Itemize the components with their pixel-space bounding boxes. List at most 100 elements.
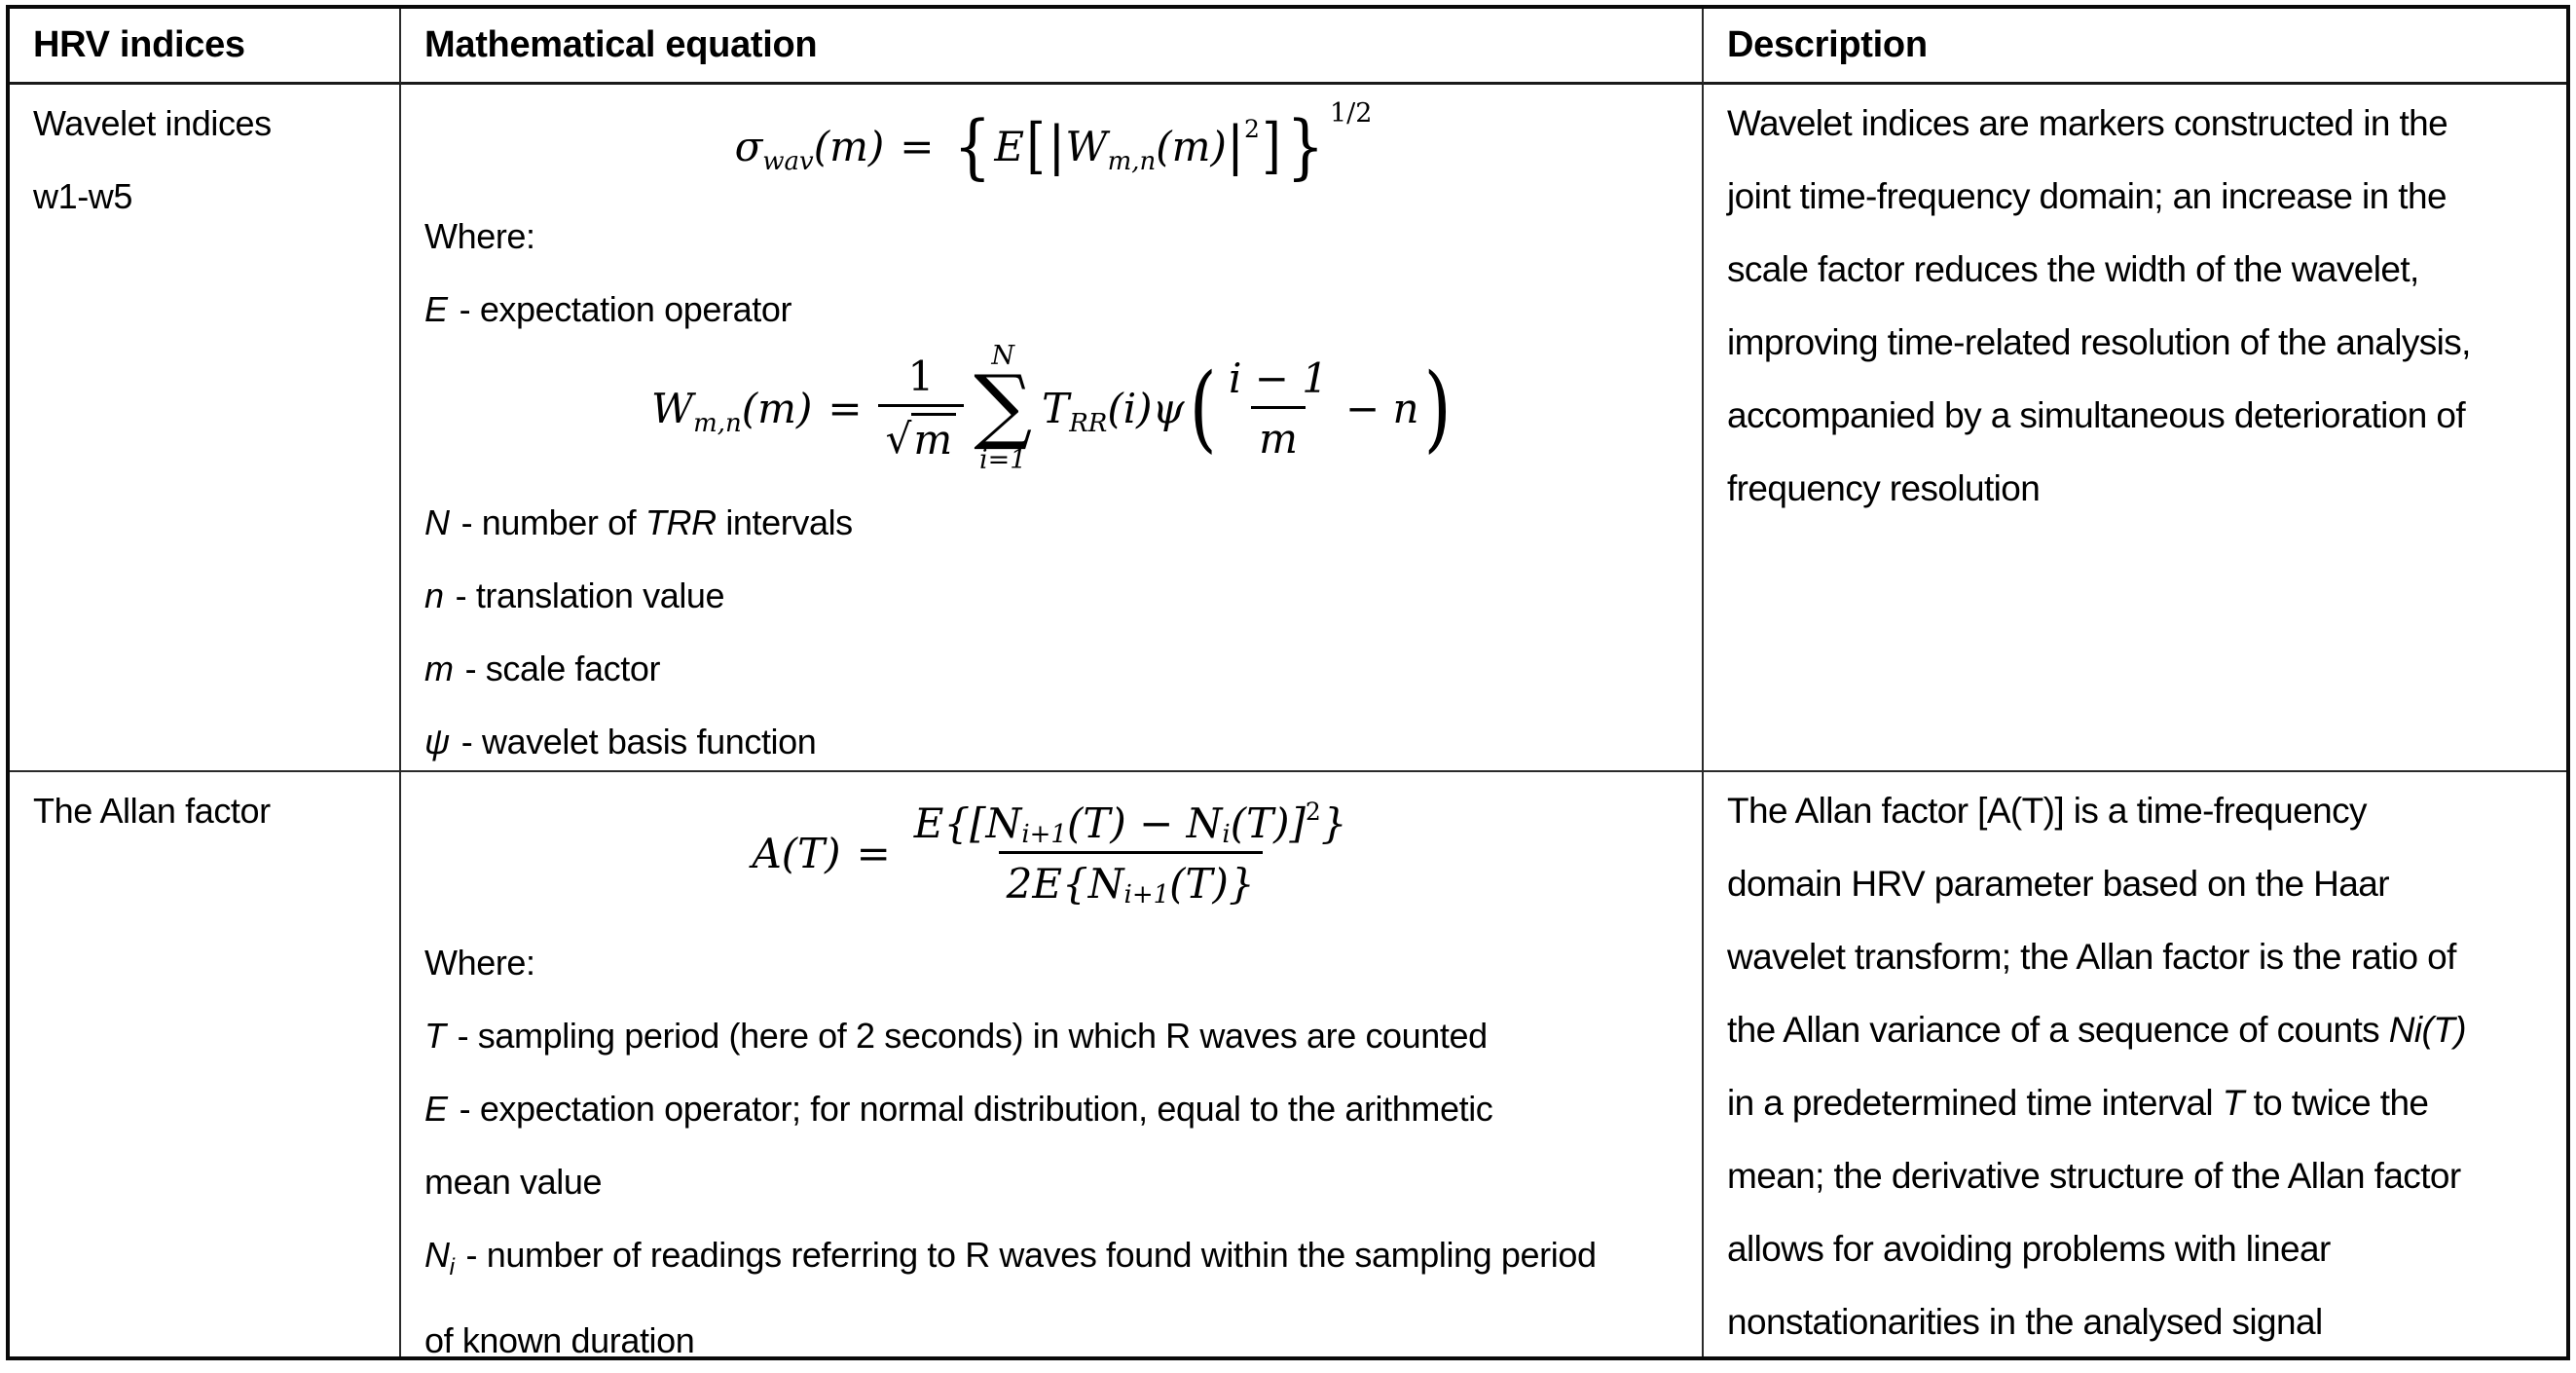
description-line: accompanied by a simultaneous deteriorat… [1727,395,2466,435]
fraction-i-minus-1-over-m: i − 1 m [1221,354,1336,463]
definition-symbol: ψ [424,722,450,761]
definition-text: - expectation operator [459,289,792,329]
description-line: the Allan variance of a sequence of coun… [1727,993,2547,1066]
math-subscript: m,n [693,409,742,438]
summation: N ∑ i=1 [974,343,1032,472]
description-line: allows for avoiding problems with linear [1727,1229,2331,1269]
math-fragment: (m) [741,384,813,432]
description-line: frequency resolution [1727,468,2041,508]
math-fragment: W [650,384,694,432]
where-text: Where: [424,943,535,983]
fraction-denominator: m [1251,405,1306,463]
fraction-denominator: 2E{N i+1 (T)} [998,850,1263,909]
math-fragment: σ [734,122,763,170]
math-fragment: (m) [1156,122,1227,170]
left-bracket: [ [1026,110,1046,181]
ni-t-symbol: Ni(T) [2388,1010,2467,1050]
left-paren: ( [1189,353,1217,463]
radicand: m [911,413,957,464]
math-subscript: i+1 [1123,880,1170,909]
definition-symbol: E [424,289,448,329]
radical-sign: √ [885,414,912,463]
math-fragment: E{[N [913,798,1022,847]
definition-text: - sampling period (here of 2 seconds) in… [457,1016,1489,1056]
math-fragment: (T)] [1230,798,1306,847]
definition-e-continuation: mean value [424,1162,603,1202]
definition-n-capital: N- number of TRR intervals [424,486,1682,559]
right-paren: ) [1423,353,1452,463]
right-bracket: ] [1262,110,1281,181]
summation-lower-limit: i=1 [978,444,1027,475]
where-label: Where: [424,200,1682,273]
definition-ni: Ni - number of readings referring to R wa… [424,1218,1682,1304]
where-label: Where: [424,926,1682,999]
math-fragment: (T) − N [1066,798,1223,847]
definition-text: - scale factor [464,649,661,688]
psi-symbol: ψ [1152,384,1185,432]
definition-text: - number of [460,502,637,542]
row2-index-cell: The Allan factor [10,772,401,1356]
definition-symbol-subscript: i [449,1254,455,1281]
trr-symbol: TRR [644,502,717,542]
summation-upper-limit: N [991,341,1014,372]
t-symbol: T [2222,1083,2245,1123]
math-fragment: (i) [1107,384,1153,432]
definition-symbol: T [424,1016,446,1056]
summation-sigma-symbol: ∑ [974,357,1033,454]
math-fragment: A(T) [752,829,841,877]
definition-symbol: m [424,649,454,688]
row1-index-line1: Wavelet indices [33,103,272,143]
header-mathematical-equation-label: Mathematical equation [424,24,818,65]
definition-text: - number of readings referring to R wave… [465,1235,1597,1275]
math-fragment: (m) [813,122,885,170]
math-subscript: i [1222,820,1231,849]
row2-description-cell: The Allan factor [A(T)] is a time-freque… [1704,772,2566,1356]
left-brace: { [952,105,991,187]
description-text: to twice the [2253,1083,2429,1123]
definition-symbol: N [424,502,450,542]
row1-index-line2: w1-w5 [33,176,133,216]
math-fragment: E [994,122,1024,170]
description-line: joint time-frequency domain; an increase… [1727,176,2447,216]
description-line: Wavelet indices are markers constructed … [1727,103,2448,143]
math-subscript: m,n [1107,147,1157,176]
fraction-numerator: 1 [907,353,935,400]
right-brace: } [1286,105,1325,187]
row1-index-cell: Wavelet indices w1-w5 [10,85,401,772]
math-superscript: 2 [1305,797,1321,826]
header-description-label: Description [1727,24,1928,65]
hrv-indices-table: HRV indices Mathematical equation Descri… [6,5,2570,1360]
header-mathematical-equation: Mathematical equation [401,9,1704,85]
definition-symbol: n [424,575,444,615]
math-subscript: i+1 [1021,820,1067,849]
definition-text: - expectation operator; for normal distr… [459,1089,1493,1129]
definition-text: intervals [725,502,853,542]
definition-t: T - sampling period (here of 2 seconds) i… [424,999,1682,1072]
description-text: the Allan variance of a sequence of coun… [1727,1010,2380,1050]
row2-index-line1: The Allan factor [33,791,271,831]
equals-sign: = [856,829,891,877]
definition-ni-continuation: of known duration [424,1320,695,1356]
definition-m: m - scale factor [424,632,1682,705]
header-description: Description [1704,9,2566,85]
description-line: improving time-related resolution of the… [1727,322,2471,362]
math-fragment: } [1320,798,1347,847]
description-line: wavelet transform; the Allan factor is t… [1727,937,2456,977]
definition-symbol: N [424,1235,450,1275]
description-line: in a predetermined time interval T to tw… [1727,1066,2547,1139]
math-subscript: wav [762,147,814,176]
equals-sign: = [828,384,863,432]
math-fragment: − n [1345,384,1419,432]
math-fragment: (T)} [1169,859,1255,908]
definition-e: E - expectation operator; for normal dist… [424,1072,1682,1145]
vertical-bar: | [1226,115,1245,176]
vertical-bar: | [1048,115,1066,176]
math-fragment: W [1065,122,1108,170]
math-subscript: RR [1069,409,1108,438]
header-hrv-indices-label: HRV indices [33,24,245,65]
